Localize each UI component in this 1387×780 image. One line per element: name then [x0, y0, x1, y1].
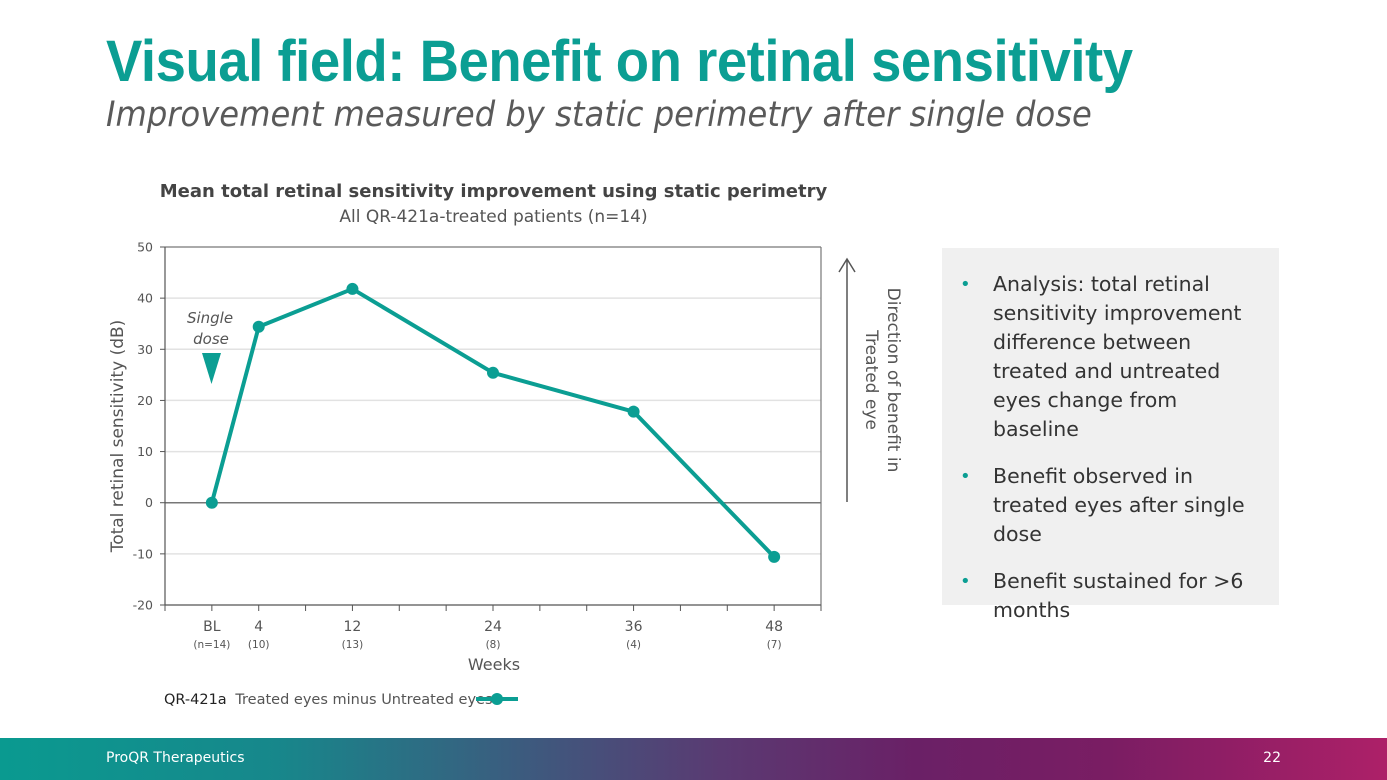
- x-tick-n-label: (4): [626, 639, 641, 651]
- finding-text: Analysis: total retinal sensitivity impr…: [993, 272, 1242, 441]
- bullet-icon: •: [960, 466, 971, 487]
- data-point: [627, 405, 640, 418]
- data-point: [252, 320, 265, 333]
- x-tick-label: 24: [484, 619, 502, 635]
- data-point: [768, 550, 781, 563]
- x-tick-n-label: (13): [342, 639, 364, 651]
- series-line-group: [205, 282, 781, 563]
- company-name: ProQR Therapeutics: [106, 750, 245, 766]
- y-tick-label: -10: [133, 546, 153, 561]
- key-findings-panel: • Analysis: total retinal sensitivity imp…: [942, 248, 1279, 622]
- page-number: 22: [1263, 750, 1281, 766]
- x-tick-label: 12: [344, 619, 362, 635]
- finding-item: • Benefit sustained for >6 months: [960, 567, 1259, 625]
- finding-item: • Benefit observed in treated eyes after …: [960, 462, 1259, 549]
- key-findings-list: • Analysis: total retinal sensitivity imp…: [942, 248, 1279, 625]
- x-tick-label: BL: [203, 619, 221, 635]
- line-chart: 50 40 30 20 10 0 -10 -20 BL (n=14) 4 (10) 12 (13) 24 (…: [108, 240, 903, 709]
- bullet-icon: •: [960, 274, 971, 295]
- finding-text: Benefit sustained for >6 months: [993, 569, 1244, 622]
- chart-title: Mean total retinal sensitivity improveme…: [159, 181, 828, 202]
- x-tick-n-label: (8): [486, 639, 501, 651]
- direction-annotation-line2: Treated eye: [861, 329, 881, 430]
- gridlines: [165, 297, 821, 555]
- x-tick-n-label: (n=14): [193, 639, 230, 651]
- finding-text: Benefit observed in treated eyes after s…: [993, 464, 1245, 546]
- y-tick-label: 0: [145, 495, 153, 510]
- y-tick-label: 10: [137, 444, 153, 459]
- y-tick-label: -20: [133, 598, 153, 613]
- single-dose-marker-icon: [202, 353, 221, 384]
- x-tick-labels: BL (n=14) 4 (10) 12 (13) 24 (8) 36 (4) 48 (7): [193, 619, 783, 651]
- single-dose-annotation-line2: dose: [193, 330, 229, 348]
- x-tick-label: 36: [625, 619, 643, 635]
- legend-series-name: QR-421a: [164, 692, 227, 708]
- y-axis-label: Total retinal sensitivity (dB): [108, 320, 128, 554]
- legend-series-desc: Treated eyes minus Untreated eyes: [234, 692, 492, 708]
- data-point: [205, 496, 218, 509]
- data-point: [346, 282, 359, 295]
- y-tick-labels: 50 40 30 20 10 0 -10 -20: [133, 240, 153, 613]
- bullet-icon: •: [960, 571, 971, 592]
- direction-annotation-line1: Direction of benefit in: [883, 288, 903, 473]
- legend-label: QR-421a Treated eyes minus Untreated eye…: [164, 692, 493, 708]
- finding-item: • Analysis: total retinal sensitivity imp…: [960, 270, 1259, 444]
- chart-subtitle: All QR-421a-treated patients (n=14): [339, 207, 648, 227]
- single-dose-annotation-line1: Single: [187, 309, 233, 327]
- direction-arrow-head-icon: [838, 257, 856, 273]
- axes: [160, 246, 822, 611]
- y-tick-label: 40: [137, 291, 153, 306]
- slide-subtitle: Improvement measured by static perimetry…: [106, 95, 1092, 135]
- y-tick-label: 20: [137, 393, 153, 408]
- x-tick-n-label: (7): [767, 639, 782, 651]
- y-tick-label: 50: [137, 240, 153, 255]
- x-tick-n-label: (10): [248, 639, 270, 651]
- y-tick-label: 30: [137, 342, 153, 357]
- legend-marker-swatch: [491, 693, 503, 705]
- footer-bar: ProQR Therapeutics 22: [0, 738, 1387, 780]
- x-tick-label: 48: [765, 619, 783, 635]
- x-axis-label: Weeks: [468, 655, 520, 674]
- series-line: [209, 286, 776, 559]
- slide-title: Visual field: Benefit on retinal sensiti…: [106, 29, 1133, 94]
- x-tick-label: 4: [254, 619, 263, 635]
- data-point: [487, 366, 499, 379]
